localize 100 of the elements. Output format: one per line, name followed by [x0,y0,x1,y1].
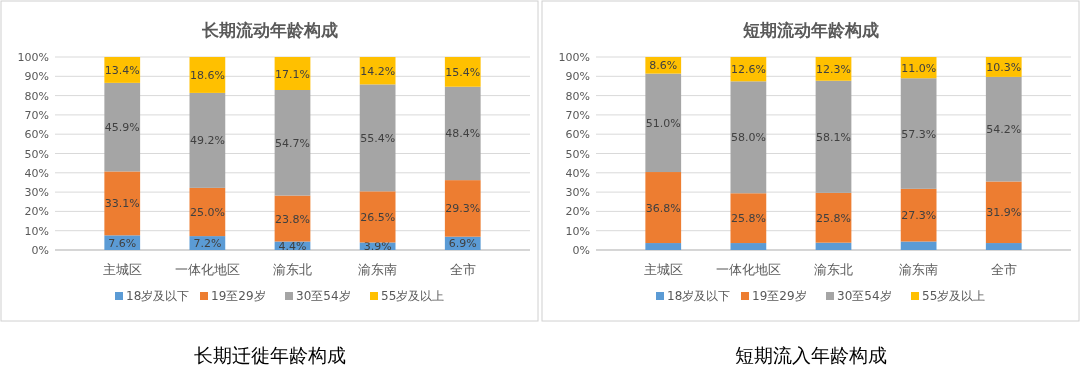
x-tick-label: 渝东北 [273,262,312,277]
data-label: 51.0% [645,116,681,130]
y-tick-label: 100% [558,51,590,64]
y-tick-label: 80% [24,89,49,103]
x-tick-label: 主城区 [102,262,142,277]
bar [900,188,937,242]
y-tick-label: 0% [31,244,49,257]
y-tick-label: 90% [24,70,49,84]
y-tick-label: 80% [565,89,590,103]
legend-label: 55岁及以上 [381,289,445,303]
bar [359,191,396,243]
bar [815,242,852,250]
data-label: 36.8% [645,201,681,215]
y-tick-label: 40% [565,166,590,180]
x-tick-label: 渝东南 [358,262,398,277]
bar [985,243,1022,250]
text: 长期迁徙年龄构成 [194,344,346,366]
data-label: 23.8% [275,212,310,226]
x-tick-label: 渝东南 [899,262,939,277]
data-label: 25.0% [189,205,225,219]
data-label: 18.6% [189,68,225,82]
legend-label: 30至54岁 [837,289,892,303]
data-label: 8.6% [649,59,678,73]
y-tick-label: 20% [24,205,49,219]
data-label: 48.4% [445,127,481,141]
y-tick-label: 50% [565,147,590,161]
data-label: 4.4% [278,239,307,253]
bar [900,241,937,250]
bar [985,76,1022,182]
data-label: 25.8% [730,212,766,226]
data-label: 17.1% [275,67,310,81]
data-label: 7.6% [108,236,137,250]
y-tick-label: 0% [572,244,590,257]
x-tick-label: 全市 [990,262,1017,277]
y-tick-label: 60% [565,128,590,142]
bar [189,92,226,188]
data-label: 13.4% [104,63,140,77]
data-label: 31.9% [986,206,1022,220]
y-tick-label: 60% [24,128,49,142]
y-tick-label: 20% [565,205,590,219]
y-tick-label: 10% [565,224,590,238]
legend-label: 18岁及以下 [126,289,190,303]
bar [189,187,226,237]
bar [274,90,311,196]
data-label: 10.3% [986,60,1022,74]
legend-label: 18岁及以下 [667,289,731,303]
legend-label: 30至54岁 [296,289,351,303]
data-label: 57.3% [901,127,937,141]
data-label: 29.3% [445,202,481,216]
bar [444,180,481,237]
bar [645,243,682,250]
bar [444,86,481,181]
data-label: 12.3% [816,62,851,76]
chart-title: 短期流动年龄构成 [742,20,879,40]
x-tick-label: 一体化地区 [174,262,240,277]
y-tick-label: 30% [24,186,49,200]
legend-label: 19至29岁 [752,289,807,303]
data-label: 3.9% [363,240,392,254]
data-label: 54.7% [275,136,310,150]
y-tick-label: 100% [17,51,49,64]
bar [104,171,141,236]
y-tick-label: 30% [565,186,590,200]
bar [815,80,852,193]
bar [730,81,767,194]
bar [730,243,767,250]
data-label: 49.2% [189,134,225,148]
data-label: 55.4% [360,131,396,145]
data-label: 33.1% [104,197,140,211]
bar [645,73,682,173]
x-tick-label: 渝东北 [814,262,853,277]
bar [730,193,767,244]
y-tick-label: 10% [24,224,49,238]
data-label: 6.9% [448,237,477,251]
y-tick-label: 90% [565,70,590,84]
data-label: 11.0% [901,61,937,75]
x-tick-label: 全市 [449,262,476,277]
bar [985,181,1022,244]
data-label: 15.4% [445,65,481,79]
data-label: 7.2% [193,237,222,251]
x-tick-label: 一体化地区 [715,262,781,277]
bar [104,82,141,172]
data-label: 58.0% [730,131,766,145]
data-label: 54.2% [986,123,1022,137]
bar [900,78,937,189]
data-label: 26.5% [360,210,396,224]
chart-title: 长期流动年龄构成 [201,20,338,40]
data-label: 58.1% [816,130,851,144]
y-tick-label: 40% [24,166,49,180]
y-tick-label: 70% [24,108,49,122]
bar [645,172,682,244]
data-label: 14.2% [360,64,396,78]
legend-label: 55岁及以上 [922,289,986,303]
x-tick-label: 主城区 [643,262,683,277]
y-tick-label: 70% [565,108,590,122]
bar [359,84,396,192]
legend-label: 19至29岁 [211,289,266,303]
y-tick-label: 50% [24,147,49,161]
data-label: 12.6% [730,63,766,77]
data-label: 45.9% [104,121,140,135]
data-label: 25.8% [816,211,851,225]
